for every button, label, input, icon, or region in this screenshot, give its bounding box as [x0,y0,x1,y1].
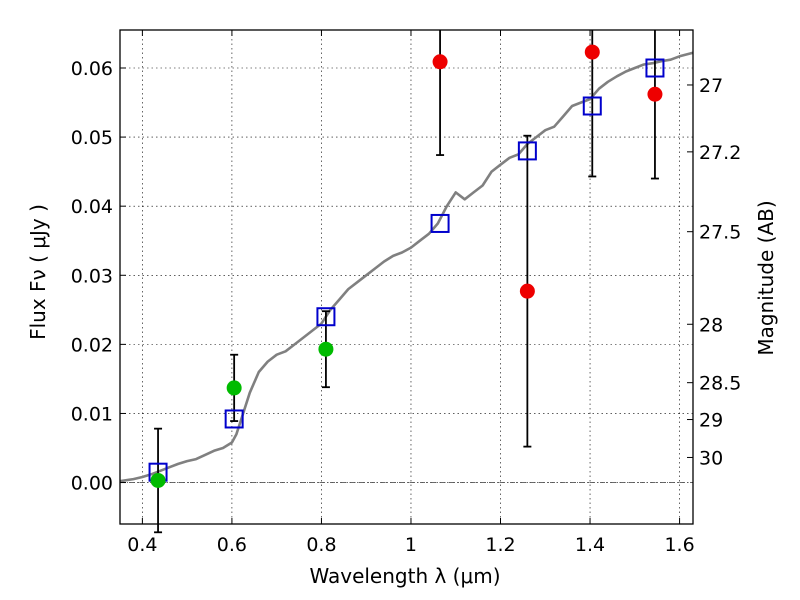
red-data-point [519,283,535,299]
red-data-point [432,54,448,70]
y-tick-label: 0.00 [71,473,113,495]
model-bandpass-square [316,307,336,327]
plot-frame [119,29,694,525]
gridlines [120,30,693,524]
red-data-point [647,86,663,102]
y-tick-label: 0.01 [71,403,113,425]
red-data-point [584,44,600,60]
green-data-point [226,380,242,396]
y2-tick-label: 28 [699,314,723,336]
y-tick-label: 0.04 [71,196,113,218]
y-tick-label: 0.02 [71,334,113,356]
y2-axis-title: Magnitude (AB) [754,200,778,355]
plot-area [120,30,693,524]
y-tick-label: 0.06 [71,58,113,80]
x-tick-label: 0.6 [217,534,247,556]
plot-background [120,30,693,524]
data-point-layer [148,44,665,488]
y2-tick-label: 27 [699,75,723,97]
green-data-point [318,341,334,357]
y2-tick-label: 30 [699,447,723,469]
x-axis-title: Wavelength λ (μm) [309,564,500,588]
axes-frame [119,29,694,525]
y-tick-label: 0.03 [71,265,113,287]
y2-tick-label: 27.5 [699,222,741,244]
y2-tick-label: 27.2 [699,142,741,164]
x-tick-label: 0.4 [127,534,157,556]
x-tick-label: 1.4 [575,534,605,556]
tick-layer: 0.4 0.6 0.8 1 1.2 1.4 1.6 0.00 0.01 0.02 0.03 0.04 0… [71,30,741,556]
model-bandpass-square [645,58,665,78]
x-tick-label: 1.6 [664,534,694,556]
x-tick-label: 0.8 [306,534,336,556]
y-axis-title: Flux Fν ( μJy ) [26,204,50,340]
x-tick-label: 1 [405,534,417,556]
model-bandpass-square [430,213,450,233]
y-tick-label: 0.05 [71,127,113,149]
model-bandpass-square [517,141,537,161]
model-bandpass-square [224,409,244,429]
model-bandpass-square [582,96,602,116]
y2-tick-label: 28.5 [699,373,741,395]
x-tick-label: 1.2 [485,534,515,556]
y2-tick-label: 29 [699,410,723,432]
green-data-point [150,472,166,488]
